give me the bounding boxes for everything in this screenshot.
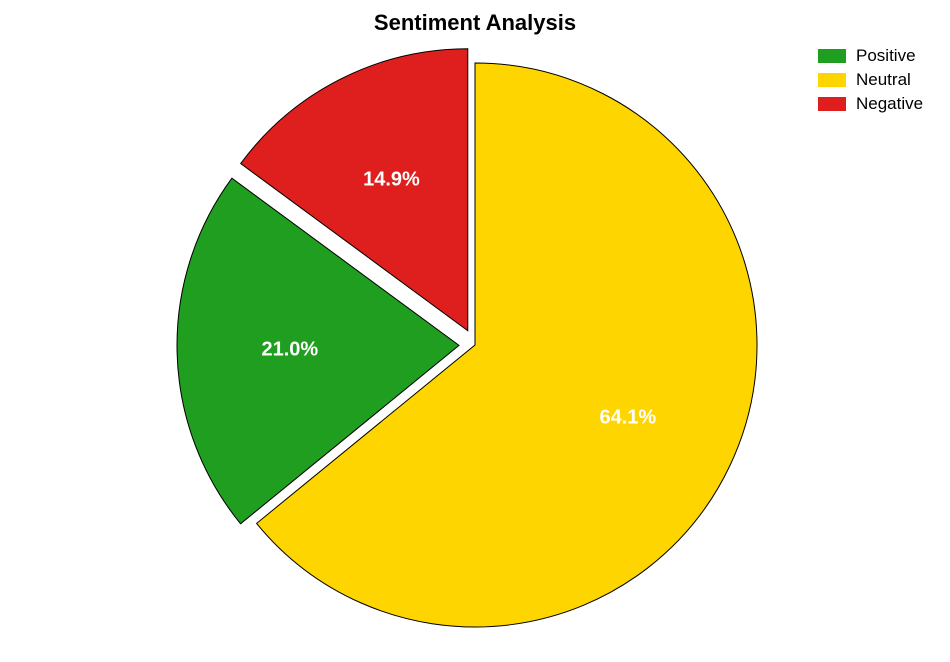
legend: Positive Neutral Negative (818, 46, 923, 118)
legend-swatch (818, 97, 846, 111)
legend-swatch (818, 49, 846, 63)
legend-item-negative: Negative (818, 94, 923, 114)
legend-item-positive: Positive (818, 46, 923, 66)
legend-label: Neutral (856, 70, 911, 90)
slice-label-negative: 14.9% (363, 168, 420, 191)
pie-svg (0, 0, 950, 662)
slice-label-positive: 21.0% (261, 338, 318, 361)
legend-item-neutral: Neutral (818, 70, 923, 90)
legend-label: Positive (856, 46, 916, 66)
sentiment-pie-chart: Sentiment Analysis PositiveNeutralNegati… (0, 0, 950, 662)
legend-label: Negative (856, 94, 923, 114)
slice-label-neutral: 64.1% (600, 406, 657, 429)
legend-swatch (818, 73, 846, 87)
